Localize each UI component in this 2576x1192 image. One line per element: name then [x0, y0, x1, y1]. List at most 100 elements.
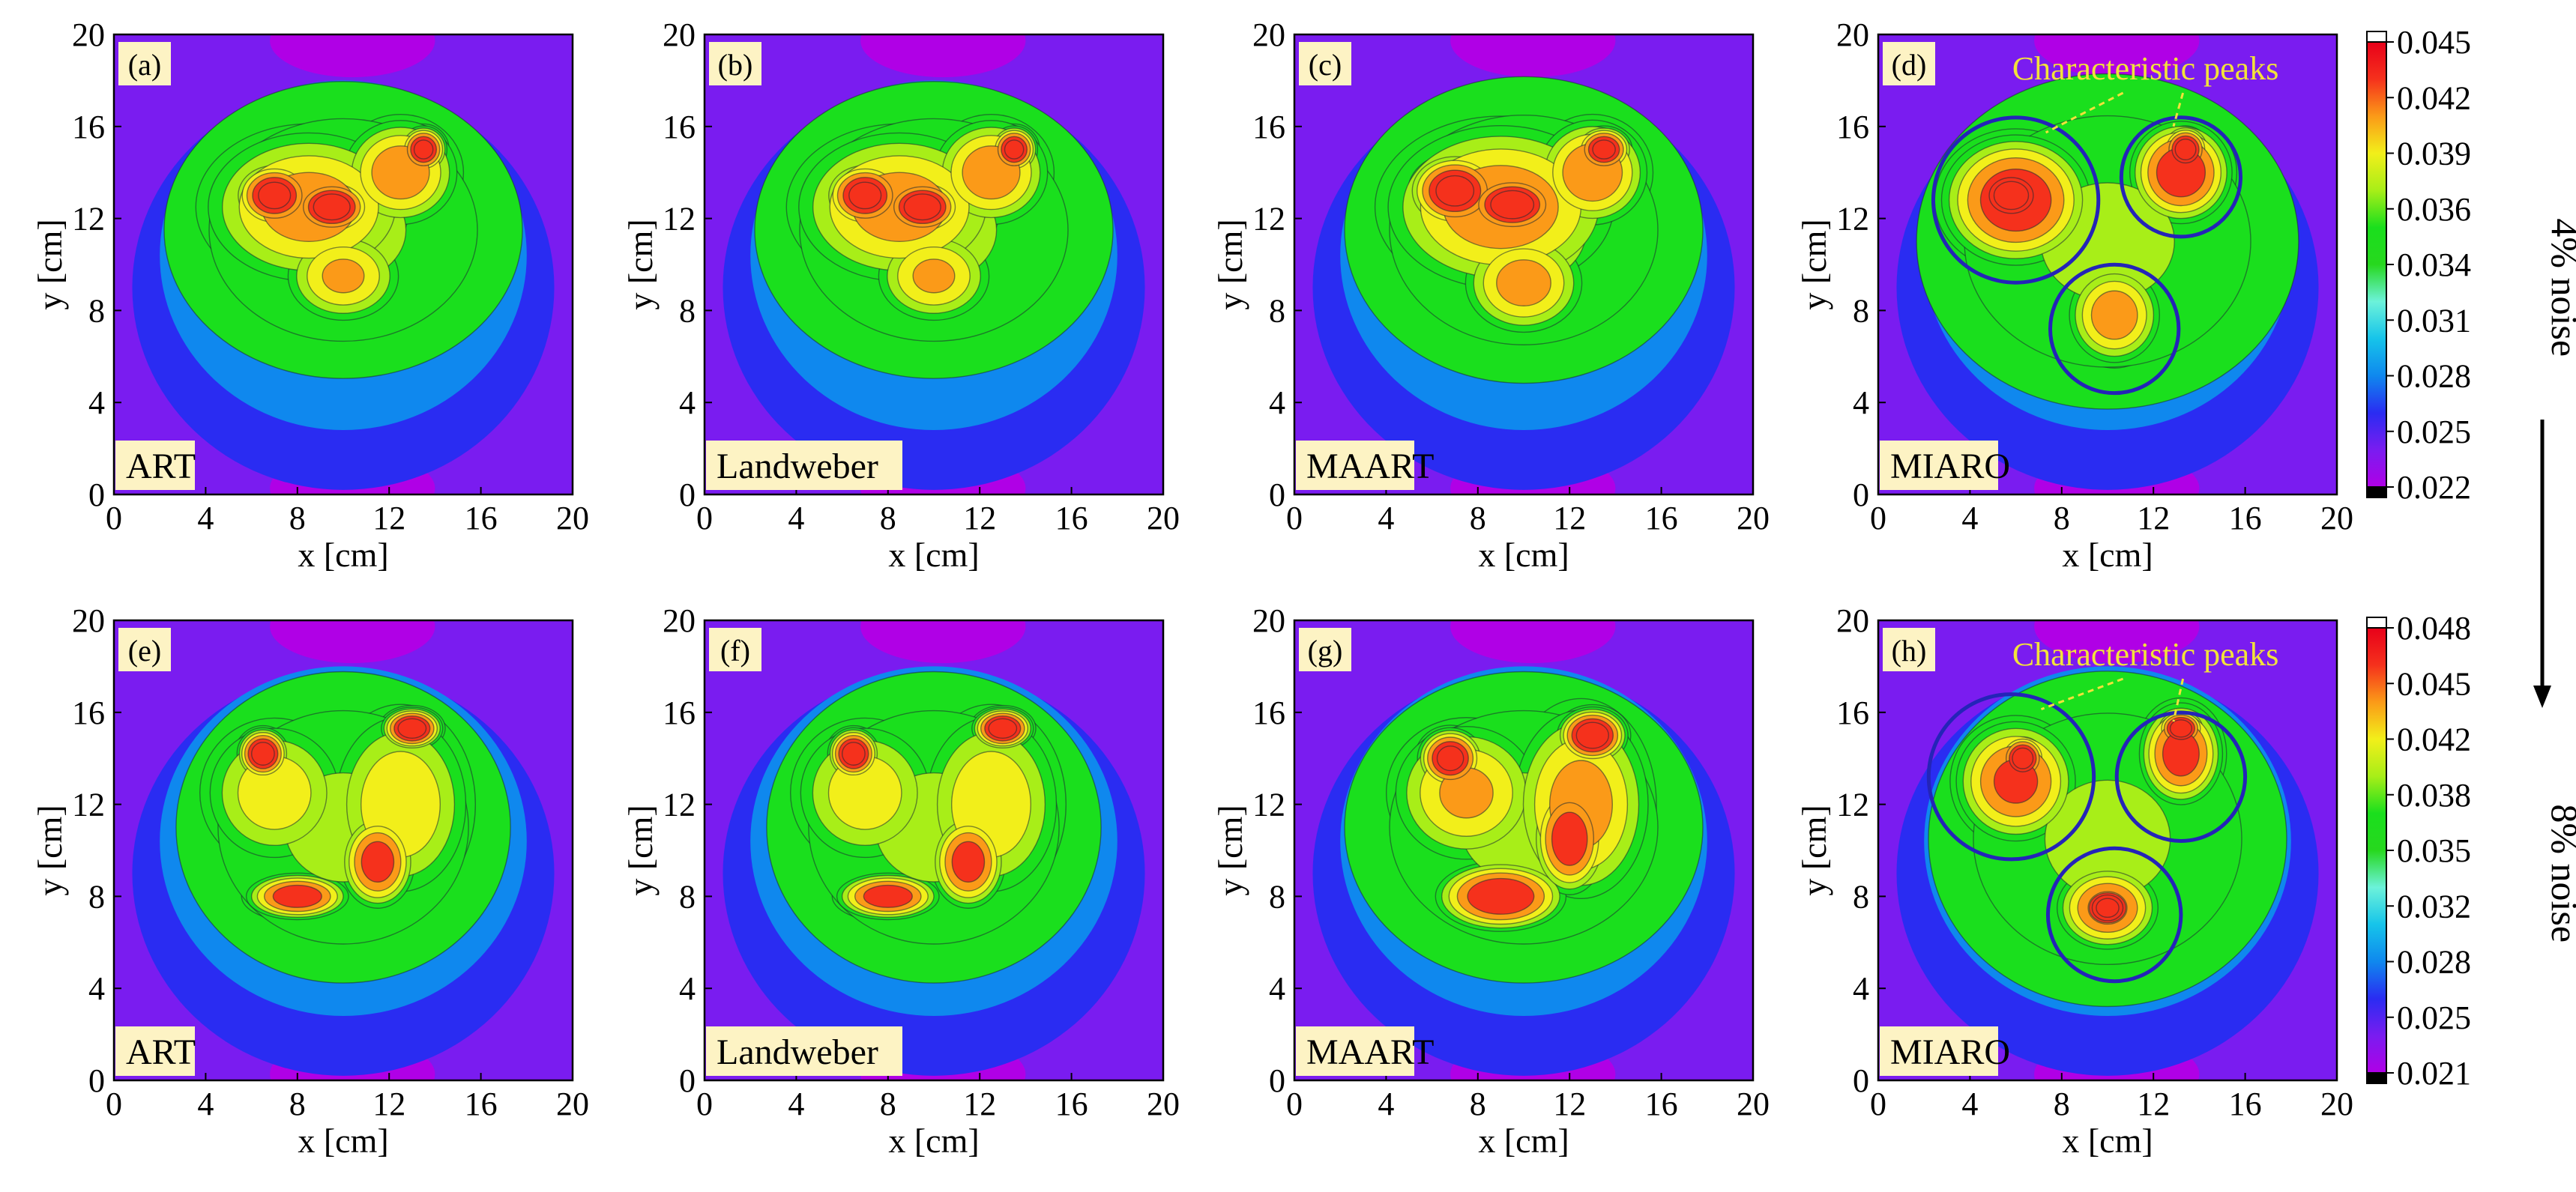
colorbar-under — [2366, 1072, 2387, 1084]
colorbar-tick-label: 0.022 — [2397, 469, 2471, 506]
heatmap-contour-band — [1592, 139, 1616, 160]
method-label: MIARO — [1880, 441, 2010, 490]
heatmap-contour-band — [1496, 259, 1551, 306]
colorbar-tick-label: 0.042 — [2397, 79, 2471, 116]
x-axis-label: x [cm] — [1478, 1122, 1569, 1160]
heatmap-contour-band — [1490, 190, 1535, 220]
y-tick-label: 16 — [663, 109, 696, 145]
x-tick-label: 8 — [289, 1086, 306, 1122]
characteristic-peak-circle — [1931, 115, 2101, 285]
heatmap-edge-low — [1450, 620, 1616, 664]
colorbar-tick-label: 0.035 — [2397, 832, 2471, 869]
noise-arrow-head — [2533, 686, 2551, 708]
panel-tag: (d) — [1883, 42, 1935, 85]
y-tick-label: 20 — [1836, 16, 1869, 53]
x-tick-label: 20 — [556, 1086, 589, 1122]
panel-tag: (f) — [709, 628, 761, 671]
method-label-text: MIARO — [1890, 1032, 2010, 1072]
y-tick-label: 16 — [663, 695, 696, 731]
panel-d: 00 4 4 8 8 12 12 16 16 20 20 x [cm] y [cm] (d) MIARO Ch… — [1795, 16, 2353, 574]
panel-tag: (g) — [1299, 628, 1351, 671]
x-axis-label: x [cm] — [298, 1122, 388, 1160]
heatmap-contour-band — [272, 884, 322, 908]
heatmap-contour-band — [1575, 721, 1610, 749]
x-tick-label: 20 — [2320, 500, 2353, 536]
y-tick-label: 16 — [1252, 109, 1285, 145]
characteristic-peak-circle — [2045, 846, 2183, 984]
method-label-bg — [706, 441, 902, 490]
y-tick-label: 16 — [1252, 695, 1285, 731]
colorbar-tick-label: 0.038 — [2397, 777, 2471, 814]
y-axis-label: y [cm] — [1795, 805, 1833, 895]
y-tick-label: 8 — [1269, 878, 1285, 915]
method-label-bg — [115, 1026, 195, 1076]
y-tick-label: 12 — [1252, 787, 1285, 823]
panel-tag-text: (b) — [718, 48, 753, 82]
heatmap-field — [1294, 34, 1753, 494]
heatmap-contour-band — [2096, 898, 2120, 919]
method-label-text: MIARO — [1890, 447, 2010, 486]
x-tick-label: 16 — [1055, 500, 1088, 536]
plot-frame — [112, 33, 574, 496]
x-tick-label: 0 — [1870, 1086, 1886, 1122]
colorbar-tick-label: 0.031 — [2397, 302, 2471, 339]
y-tick-label: 20 — [72, 602, 105, 639]
heatmap-field — [705, 620, 1163, 1080]
method-label-bg — [1296, 1026, 1414, 1076]
y-tick-label: 0 — [679, 1062, 696, 1099]
y-tick-label: 20 — [72, 16, 105, 53]
x-axis-label: x [cm] — [1478, 536, 1569, 574]
y-tick-label: 20 — [663, 16, 696, 53]
x-tick-label: 4 — [1378, 500, 1394, 536]
heatmap-contour-band — [951, 841, 986, 883]
y-tick-label: 0 — [88, 1062, 105, 1099]
x-tick-label: 0 — [1870, 500, 1886, 536]
colorbar-tick-label: 0.025 — [2397, 414, 2471, 450]
colorbar — [2366, 627, 2387, 1074]
method-label: MAART — [1296, 441, 1434, 490]
method-label-bg — [115, 441, 195, 490]
panel-tag: (e) — [118, 628, 171, 671]
x-tick-label: 8 — [1470, 1086, 1486, 1122]
heatmap-contour-band — [903, 193, 941, 221]
colorbar-tick-label: 0.045 — [2397, 665, 2471, 702]
x-tick-label: 0 — [1286, 500, 1303, 536]
x-tick-label: 8 — [880, 500, 896, 536]
x-tick-label: 8 — [880, 1086, 896, 1122]
y-axis-label: y [cm] — [31, 805, 69, 895]
x-axis-label: x [cm] — [2062, 536, 2153, 574]
panel-tag-bg — [1883, 42, 1935, 85]
x-axis-label: x [cm] — [298, 536, 388, 574]
y-tick-label: 20 — [1252, 602, 1285, 639]
x-tick-label: 12 — [963, 500, 996, 536]
method-label: MIARO — [1880, 1026, 2010, 1076]
y-tick-label: 4 — [679, 384, 696, 421]
x-tick-label: 20 — [1147, 500, 1180, 536]
method-label: ART — [115, 1026, 196, 1076]
x-tick-label: 12 — [2137, 500, 2170, 536]
x-tick-label: 8 — [2054, 500, 2070, 536]
panel-tag-text: (e) — [128, 634, 161, 668]
x-tick-label: 12 — [372, 1086, 405, 1122]
method-label: MAART — [1296, 1026, 1434, 1076]
y-tick-label: 12 — [72, 201, 105, 238]
characteristic-peaks-label: Characteristic peaks — [2012, 636, 2279, 673]
y-tick-label: 0 — [679, 477, 696, 513]
y-tick-label: 4 — [1853, 384, 1869, 421]
method-label-text: Landweber — [717, 447, 878, 486]
method-label-bg — [1880, 1026, 1998, 1076]
heatmap-contour-band — [848, 181, 882, 210]
method-label-bg — [1880, 441, 1998, 490]
y-tick-label: 0 — [88, 477, 105, 513]
method-label-text: Landweber — [717, 1032, 878, 1072]
x-tick-label: 16 — [1645, 500, 1678, 536]
heatmap-contour-band — [1993, 181, 2030, 211]
x-axis-label: x [cm] — [888, 1122, 979, 1160]
panel-b: 00 4 4 8 8 12 12 16 16 20 20 x [cm] y [cm] (b) Landweb… — [621, 16, 1180, 574]
y-tick-label: 0 — [1853, 1062, 1869, 1099]
panel-tag-bg — [709, 42, 761, 85]
y-tick-label: 12 — [1836, 201, 1869, 238]
y-axis-label: y [cm] — [1211, 219, 1249, 309]
noise-label: 4% noise — [2544, 218, 2576, 357]
x-tick-label: 20 — [1737, 1086, 1770, 1122]
